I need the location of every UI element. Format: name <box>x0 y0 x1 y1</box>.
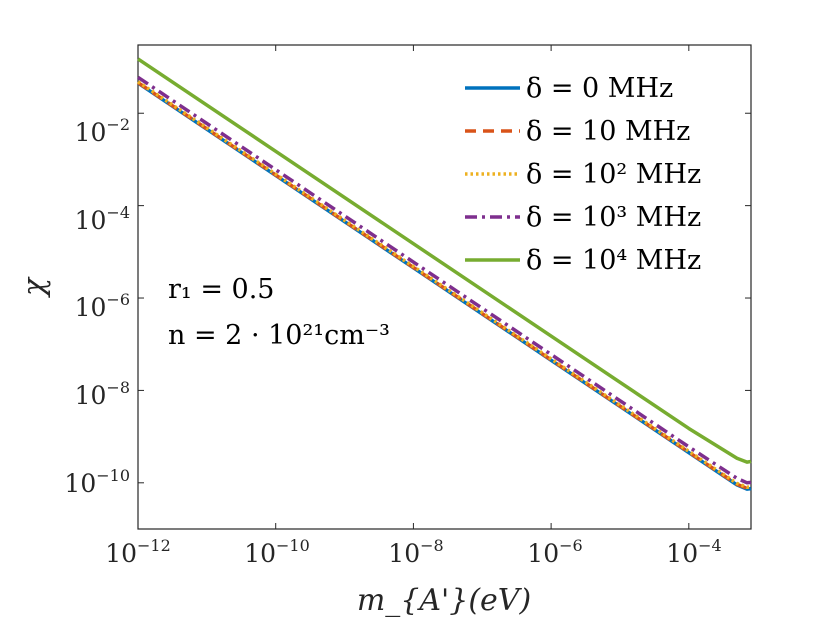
y-tick-label: 10−10 <box>64 466 130 498</box>
series-line-2 <box>137 80 752 490</box>
x-tick-label: 10−6 <box>527 536 582 568</box>
annotation-r1: r₁ = 0.5 <box>168 274 274 305</box>
legend-label: δ = 10⁴ MHz <box>526 245 701 276</box>
x-tick-label: 10−12 <box>105 536 171 568</box>
series-line-4 <box>137 57 752 464</box>
x-axis-label: m_{A'}(eV) <box>357 583 531 618</box>
legend-label: δ = 10² MHz <box>526 159 701 190</box>
ticks <box>137 45 751 529</box>
x-tick-label: 10−10 <box>244 536 310 568</box>
y-tick-label: 10−6 <box>75 290 130 322</box>
legend-label: δ = 0 MHz <box>526 73 673 104</box>
y-axis-label: χ <box>17 276 52 298</box>
legend: δ = 0 MHz δ = 10 MHz δ = 10² MHz δ = 10³… <box>465 73 701 276</box>
series-line-3 <box>137 75 752 485</box>
y-tick-label: 10−2 <box>75 115 130 147</box>
legend-label: δ = 10 MHz <box>526 116 690 147</box>
y-tick-label: 10−8 <box>75 378 130 410</box>
series-lines <box>137 57 752 491</box>
legend-label: δ = 10³ MHz <box>526 202 701 233</box>
x-tick-label: 10−4 <box>666 536 721 568</box>
x-tick-label: 10−8 <box>388 536 443 568</box>
series-line-1 <box>137 81 752 491</box>
annotation-density: n = 2 · 10²¹cm⁻³ <box>168 320 390 351</box>
y-tick-label: 10−4 <box>75 203 130 235</box>
